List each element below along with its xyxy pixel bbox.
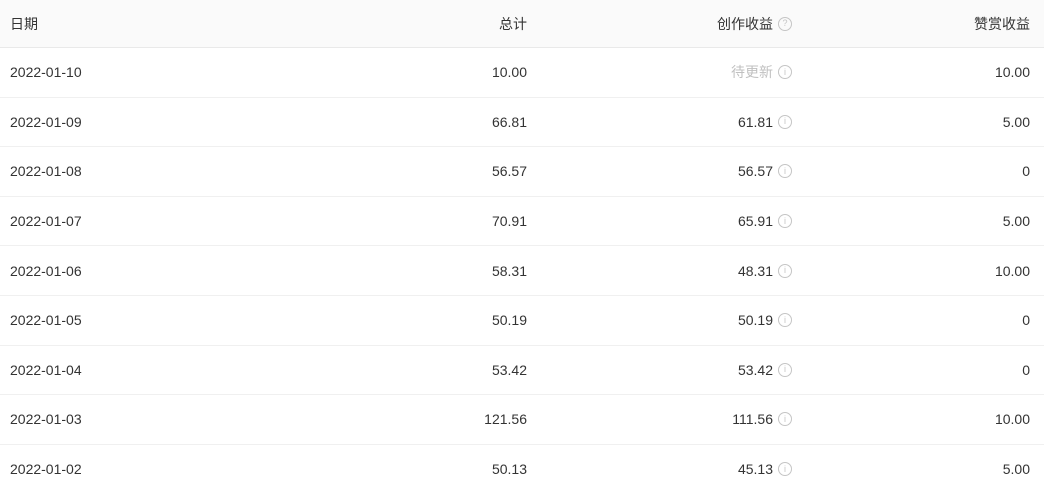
creation-value: 48.31 xyxy=(737,262,773,279)
cell-date: 2022-01-02 xyxy=(10,461,82,478)
cell-creation: 45.13 i xyxy=(535,461,800,477)
column-header-creation-label: 创作收益 xyxy=(717,15,773,32)
table-row: 2022-01-07 70.91 65.91 i 5.00 xyxy=(0,196,1044,247)
cell-appreciation: 0 xyxy=(1022,312,1030,329)
cell-appreciation: 10.00 xyxy=(994,64,1030,81)
table-header-row: 日期 总计 创作收益 ? 赞赏收益 xyxy=(0,0,1044,48)
cell-date: 2022-01-08 xyxy=(10,163,82,180)
cell-creation: 61.81 i xyxy=(535,114,800,130)
table-row: 2022-01-04 53.42 53.42 i 0 xyxy=(0,345,1044,396)
table-body: 2022-01-10 10.00 待更新 i 10.00 2022-01-09 66.81 6… xyxy=(0,48,1044,486)
cell-total: 56.57 xyxy=(491,163,527,180)
cell-date: 2022-01-03 xyxy=(10,411,82,428)
table-row: 2022-01-08 56.57 56.57 i 0 xyxy=(0,147,1044,197)
column-header-creation: 创作收益 ? xyxy=(535,14,800,34)
cell-appreciation: 5.00 xyxy=(1002,461,1030,478)
cell-total: 66.81 xyxy=(491,113,527,130)
cell-appreciation: 0 xyxy=(1022,163,1030,180)
info-circle-icon[interactable]: i xyxy=(778,462,792,477)
cell-total: 121.56 xyxy=(484,411,527,428)
column-header-date: 日期 xyxy=(10,15,38,32)
info-circle-icon[interactable]: i xyxy=(778,263,792,278)
cell-total: 70.91 xyxy=(491,213,527,230)
creation-value: 50.19 xyxy=(737,312,773,329)
cell-date: 2022-01-10 xyxy=(10,64,82,81)
creation-value: 45.13 xyxy=(737,461,773,478)
cell-appreciation: 5.00 xyxy=(1002,213,1030,230)
cell-creation: 48.31 i xyxy=(535,263,800,279)
cell-date: 2022-01-06 xyxy=(10,262,82,279)
cell-creation: 待更新 i xyxy=(535,62,800,82)
info-circle-icon[interactable]: i xyxy=(778,114,792,129)
cell-creation: 65.91 i xyxy=(535,213,800,229)
table-row: 2022-01-05 50.19 50.19 i 0 xyxy=(0,295,1044,346)
table-row: 2022-01-10 10.00 待更新 i 10.00 xyxy=(0,48,1044,98)
cell-appreciation: 0 xyxy=(1022,361,1030,378)
cell-date: 2022-01-05 xyxy=(10,312,82,329)
cell-creation: 50.19 i xyxy=(535,312,800,328)
table-row: 2022-01-03 121.56 111.56 i 10.00 xyxy=(0,395,1044,445)
table-row: 2022-01-09 66.81 61.81 i 5.00 xyxy=(0,97,1044,148)
info-circle-icon[interactable]: i xyxy=(778,362,792,377)
cell-creation: 53.42 i xyxy=(535,362,800,378)
cell-date: 2022-01-07 xyxy=(10,213,82,230)
cell-appreciation: 10.00 xyxy=(994,411,1030,428)
cell-total: 53.42 xyxy=(491,361,527,378)
creation-value: 65.91 xyxy=(737,213,773,230)
cell-creation: 111.56 i xyxy=(535,411,800,427)
info-circle-icon[interactable]: i xyxy=(778,313,792,328)
cell-creation: 56.57 i xyxy=(535,163,800,179)
info-circle-icon[interactable]: i xyxy=(778,412,792,427)
table-row: 2022-01-06 58.31 48.31 i 10.00 xyxy=(0,246,1044,296)
cell-total: 58.31 xyxy=(491,262,527,279)
cell-appreciation: 5.00 xyxy=(1002,113,1030,130)
cell-total: 10.00 xyxy=(491,64,527,81)
creation-value: 56.57 xyxy=(737,163,773,180)
cell-date: 2022-01-09 xyxy=(10,113,82,130)
creation-value: 111.56 xyxy=(732,411,773,428)
column-header-total: 总计 xyxy=(499,15,527,32)
creation-value: 待更新 xyxy=(731,64,773,81)
table-row: 2022-01-02 50.13 45.13 i 5.00 xyxy=(0,444,1044,486)
cell-date: 2022-01-04 xyxy=(10,361,82,378)
cell-total: 50.13 xyxy=(491,461,527,478)
cell-total: 50.19 xyxy=(491,312,527,329)
info-circle-icon[interactable]: i xyxy=(778,164,792,179)
question-circle-icon[interactable]: ? xyxy=(778,16,792,31)
cell-appreciation: 10.00 xyxy=(994,262,1030,279)
info-circle-icon[interactable]: i xyxy=(778,65,792,80)
column-header-appreciation: 赞赏收益 xyxy=(974,15,1030,32)
creation-value: 61.81 xyxy=(737,113,773,130)
info-circle-icon[interactable]: i xyxy=(778,214,792,229)
creation-value: 53.42 xyxy=(737,361,773,378)
